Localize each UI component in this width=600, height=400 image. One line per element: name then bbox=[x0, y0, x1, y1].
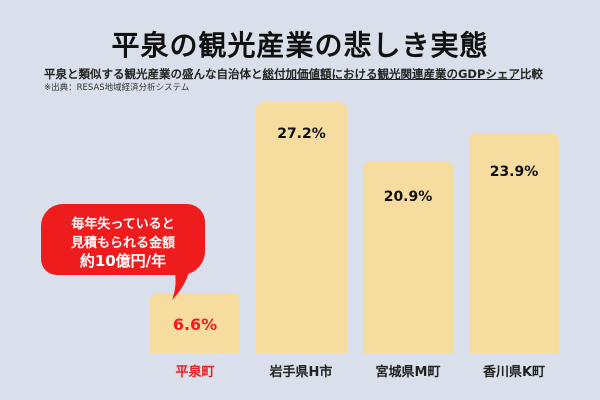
subtitle-underlined: 総付加価値額における観光関連産業のGDPシェア bbox=[262, 67, 520, 81]
subtitle-prefix: 平泉と類似する観光産業の盛んな自治体と bbox=[44, 67, 263, 81]
bar-miyagi-m: 20.9% bbox=[363, 161, 453, 354]
callout-line-1: 毎年失っていると bbox=[71, 217, 175, 232]
category-label: 宮城県M町 bbox=[375, 365, 441, 380]
chart-title: 平泉の観光産業の悲しき実態 bbox=[111, 29, 489, 62]
bar-value: 6.6% bbox=[172, 315, 218, 334]
chart-subtitle: 平泉と類似する観光産業の盛んな自治体と総付加価値額における観光関連産業のGDPシ… bbox=[44, 66, 543, 82]
speech-bubble-tail bbox=[172, 268, 190, 300]
category-label: 岩手県H市 bbox=[269, 365, 333, 380]
category-label: 平泉町 bbox=[175, 365, 215, 380]
subtitle-suffix: 比較 bbox=[519, 67, 543, 81]
callout-bubble: 毎年失っていると 見積もられる金額 約10億円/年 bbox=[41, 204, 205, 275]
category-label: 香川県K町 bbox=[482, 365, 546, 380]
bar-value: 27.2% bbox=[277, 126, 326, 142]
callout-line-3: 約10億円/年 bbox=[79, 252, 167, 270]
bar-kagawa-k: 23.9% bbox=[469, 133, 559, 354]
bar-iwate-h: 27.2% bbox=[256, 102, 347, 354]
source-note: ※出典：RESAS地域経済分析システム bbox=[44, 83, 190, 93]
bar-value: 20.9% bbox=[383, 189, 433, 205]
bar-value: 23.9% bbox=[489, 164, 539, 180]
bar-hiraizumi: 6.6% bbox=[150, 293, 240, 354]
callout-line-2: 見積もられる金額 bbox=[70, 236, 175, 251]
